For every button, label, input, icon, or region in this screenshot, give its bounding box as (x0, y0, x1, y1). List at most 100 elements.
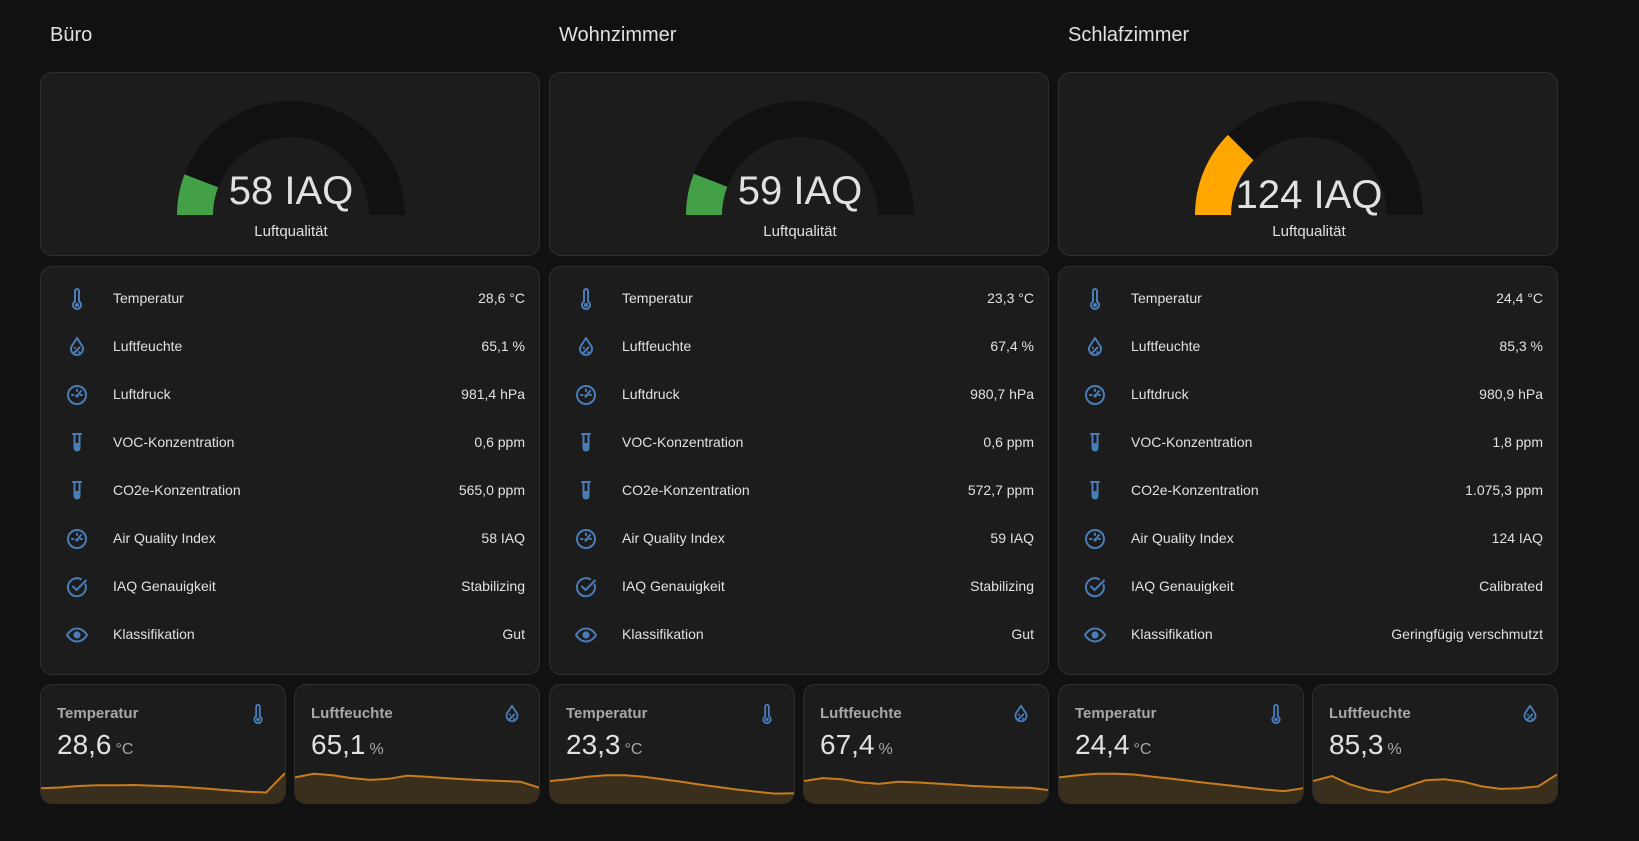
gauge-card[interactable]: 58 IAQ Luftqualität (40, 72, 540, 256)
entity-icon (574, 431, 598, 455)
room-title: Büro (50, 24, 93, 46)
sparkline-area (804, 778, 1048, 803)
sensor-card[interactable]: Temperatur 23,3 °C (549, 684, 795, 804)
sensor-icon (756, 703, 778, 725)
iaq-gauge (686, 101, 914, 215)
entity-row[interactable]: VOC-Konzentration 1,8 ppm (1059, 419, 1559, 467)
thermometer-icon (1090, 288, 1100, 310)
entity-label: CO2e-Konzentration (113, 482, 241, 498)
entity-row[interactable]: CO2e-Konzentration 565,0 ppm (41, 467, 541, 515)
entity-icon (1083, 287, 1107, 311)
entity-value: Gut (502, 626, 525, 642)
thermometer-icon (762, 703, 772, 724)
entity-row[interactable]: VOC-Konzentration 0,6 ppm (41, 419, 541, 467)
entity-label: CO2e-Konzentration (1131, 482, 1259, 498)
entity-label: Temperatur (1131, 290, 1202, 306)
entity-row[interactable]: IAQ Genauigkeit Stabilizing (41, 563, 541, 611)
entity-row[interactable]: CO2e-Konzentration 1.075,3 ppm (1059, 467, 1559, 515)
gauge-card[interactable]: 59 IAQ Luftqualität (549, 72, 1049, 256)
entity-value: Geringfügig verschmutzt (1391, 626, 1543, 642)
entity-label: Temperatur (622, 290, 693, 306)
gauge-card[interactable]: 124 IAQ Luftqualität (1058, 72, 1558, 256)
entity-icon (574, 479, 598, 503)
entity-row[interactable]: Air Quality Index 58 IAQ (41, 515, 541, 563)
entity-row[interactable]: Klassifikation Geringfügig verschmutzt (1059, 611, 1559, 659)
entity-value: 59 IAQ (990, 530, 1034, 546)
entity-row[interactable]: VOC-Konzentration 0,6 ppm (550, 419, 1050, 467)
entity-row[interactable]: IAQ Genauigkeit Calibrated (1059, 563, 1559, 611)
entity-icon (65, 383, 89, 407)
entity-label: Luftfeuchte (622, 338, 692, 354)
entities-card: Temperatur 23,3 °C Luftfeuchte 67,4 % Luftdr… (549, 266, 1049, 675)
water-percent-icon (505, 704, 519, 723)
entity-row[interactable]: Temperatur 28,6 °C (41, 275, 541, 323)
check-circle-icon (1084, 577, 1105, 598)
entity-icon (574, 287, 598, 311)
entity-label: IAQ Genauigkeit (622, 578, 725, 594)
entity-row[interactable]: Luftdruck 981,4 hPa (41, 371, 541, 419)
entity-label: Air Quality Index (113, 530, 216, 546)
sensor-card[interactable]: Temperatur 28,6 °C (40, 684, 286, 804)
entity-row[interactable]: Klassifikation Gut (41, 611, 541, 659)
entity-row[interactable]: Air Quality Index 59 IAQ (550, 515, 1050, 563)
entity-icon (65, 479, 89, 503)
entities-card: Temperatur 28,6 °C Luftfeuchte 65,1 % Luftdr… (40, 266, 540, 675)
entity-row[interactable]: Temperatur 23,3 °C (550, 275, 1050, 323)
entities-card: Temperatur 24,4 °C Luftfeuchte 85,3 % Luftdr… (1058, 266, 1558, 675)
sensor-icon (1265, 703, 1287, 725)
sensor-card[interactable]: Luftfeuchte 85,3% (1312, 684, 1558, 804)
entity-icon (1083, 431, 1107, 455)
entity-value: 1.075,3 ppm (1465, 482, 1543, 498)
entity-row[interactable]: Luftdruck 980,9 hPa (1059, 371, 1559, 419)
thermometer-icon (581, 288, 591, 310)
gauge-icon (1085, 529, 1105, 549)
sensor-card[interactable]: Luftfeuchte 67,4% (803, 684, 1049, 804)
test-tube-icon (581, 433, 591, 452)
gauge-track (177, 101, 405, 215)
entity-row[interactable]: CO2e-Konzentration 572,7 ppm (550, 467, 1050, 515)
sensor-unit: % (369, 741, 384, 758)
entity-value: 980,7 hPa (970, 386, 1034, 402)
entity-label: Klassifikation (113, 626, 195, 642)
entity-row[interactable]: IAQ Genauigkeit Stabilizing (550, 563, 1050, 611)
sensor-icon (1519, 703, 1541, 725)
entity-value: Calibrated (1479, 578, 1543, 594)
water-percent-icon (1523, 704, 1537, 723)
thermometer-icon (1271, 703, 1281, 724)
sensor-value: 85,3 (1329, 729, 1384, 760)
sensor-value-wrap: 85,3% (1329, 729, 1402, 761)
sensor-value: 65,1 (311, 729, 366, 760)
sensor-name: Temperatur (1075, 705, 1157, 722)
entity-value: 67,4 % (990, 338, 1034, 354)
entity-label: Temperatur (113, 290, 184, 306)
sensor-value-wrap: 28,6 °C (57, 729, 133, 761)
sparkline (550, 774, 794, 803)
sensor-value: 28,6 (57, 729, 112, 760)
entity-icon (65, 527, 89, 551)
gauge-icon (576, 529, 596, 549)
sparkline-area (550, 775, 794, 803)
entity-icon (1083, 575, 1107, 599)
sensor-card[interactable]: Luftfeuchte 65,1% (294, 684, 540, 804)
entity-icon (1083, 623, 1107, 647)
entity-row[interactable]: Luftfeuchte 65,1 % (41, 323, 541, 371)
entity-row[interactable]: Air Quality Index 124 IAQ (1059, 515, 1559, 563)
entity-row[interactable]: Klassifikation Gut (550, 611, 1050, 659)
water-percent-icon (579, 337, 593, 356)
gauge-label: Luftqualität (1272, 223, 1346, 240)
gauge-label: Luftqualität (763, 223, 837, 240)
entity-icon (65, 335, 89, 359)
iaq-gauge (177, 101, 405, 215)
sparkline-line (1059, 772, 1303, 793)
entity-icon (574, 527, 598, 551)
gauge-icon (67, 385, 87, 405)
entity-value: Stabilizing (461, 578, 525, 594)
entity-row[interactable]: Temperatur 24,4 °C (1059, 275, 1559, 323)
sensor-value: 24,4 (1075, 729, 1130, 760)
gauge-fill (1195, 134, 1254, 215)
sensor-card[interactable]: Temperatur 24,4 °C (1058, 684, 1304, 804)
entity-row[interactable]: Luftdruck 980,7 hPa (550, 371, 1050, 419)
entity-row[interactable]: Luftfeuchte 85,3 % (1059, 323, 1559, 371)
entity-row[interactable]: Luftfeuchte 67,4 % (550, 323, 1050, 371)
gauge-icon (576, 385, 596, 405)
